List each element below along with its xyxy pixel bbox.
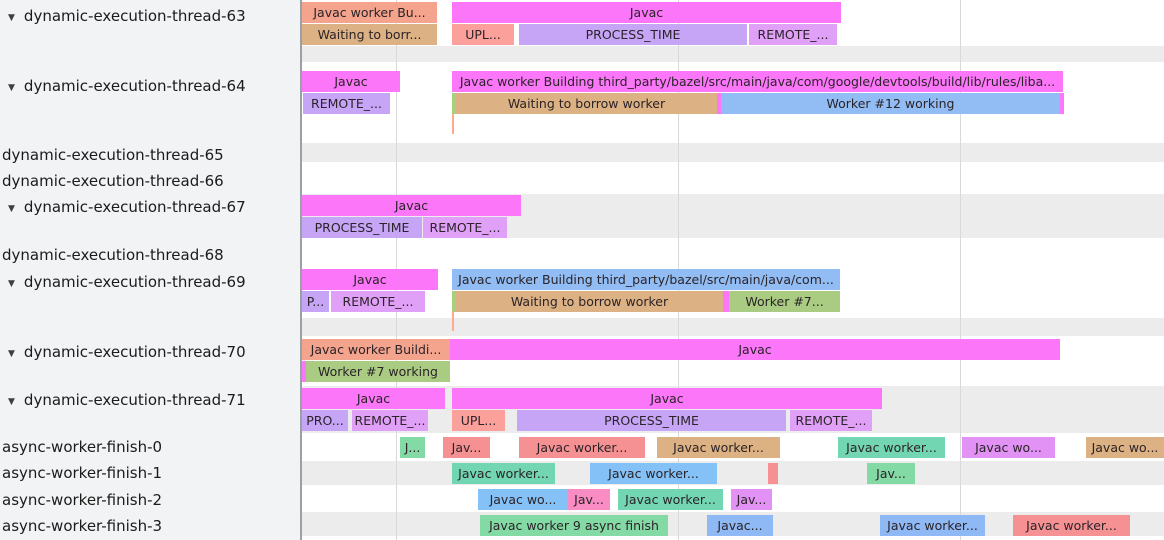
- trace-slice[interactable]: Javac worker Building third_party/bazel/…: [452, 71, 1063, 92]
- trace-slice[interactable]: Javac worker...: [452, 463, 555, 484]
- gridline: [960, 0, 961, 540]
- trace-slice[interactable]: P...: [302, 291, 329, 312]
- sidebar-track-dynamic-execution-thread-70[interactable]: ▼ dynamic-execution-thread-70: [8, 342, 246, 362]
- trace-slice[interactable]: REMOTE_...: [352, 410, 428, 431]
- trace-slice[interactable]: [302, 361, 306, 382]
- track-name-label: async-worker-finish-3: [2, 517, 163, 535]
- sidebar-track-dynamic-execution-thread-68[interactable]: dynamic-execution-thread-68: [2, 245, 224, 265]
- trace-slice[interactable]: Javac worker...: [1013, 515, 1130, 536]
- track-name-label: dynamic-execution-thread-65: [2, 146, 224, 164]
- trace-slice[interactable]: UPL...: [452, 24, 514, 45]
- trace-slice[interactable]: Javac: [302, 269, 438, 290]
- trace-slice[interactable]: Javac worker Building third_party/bazel/…: [452, 269, 840, 290]
- sidebar-track-dynamic-execution-thread-66[interactable]: dynamic-execution-thread-66: [2, 171, 224, 191]
- trace-slice[interactable]: Javac wo...: [1086, 437, 1164, 458]
- trace-slice[interactable]: [717, 93, 721, 114]
- flow-tick: [452, 114, 454, 134]
- trace-slice[interactable]: Javac worker...: [519, 437, 645, 458]
- trace-slice[interactable]: Worker #7...: [729, 291, 840, 312]
- trace-slice[interactable]: Javac worker 9 async finish: [480, 515, 668, 536]
- trace-slice[interactable]: Javac worker...: [657, 437, 780, 458]
- trace-slice[interactable]: Worker #12 working: [721, 93, 1060, 114]
- track-name-label: dynamic-execution-thread-63: [23, 7, 246, 25]
- track-name-label: dynamic-execution-thread-70: [23, 343, 246, 361]
- trace-slice[interactable]: Javac: [452, 2, 841, 23]
- trace-slice[interactable]: PROCESS_TIME: [517, 410, 786, 431]
- track-name-label: dynamic-execution-thread-66: [2, 172, 224, 190]
- trace-slice[interactable]: Javac worker Bu...: [302, 2, 437, 23]
- expand-triangle-icon[interactable]: ▼: [8, 348, 15, 359]
- trace-slice[interactable]: Javac wo...: [478, 489, 568, 510]
- sidebar-track-dynamic-execution-thread-69[interactable]: ▼ dynamic-execution-thread-69: [8, 272, 246, 292]
- trace-slice[interactable]: Waiting to borrow worker: [456, 291, 723, 312]
- sidebar-track-dynamic-execution-thread-64[interactable]: ▼ dynamic-execution-thread-64: [8, 76, 246, 96]
- sidebar-track-dynamic-execution-thread-71[interactable]: ▼ dynamic-execution-thread-71: [8, 390, 246, 410]
- trace-slice[interactable]: REMOTE_...: [331, 291, 425, 312]
- trace-slice[interactable]: REMOTE_...: [749, 24, 837, 45]
- trace-slice[interactable]: J...: [400, 437, 425, 458]
- trace-slice[interactable]: Javac: [302, 388, 445, 409]
- track-name-label: dynamic-execution-thread-67: [23, 198, 246, 216]
- trace-slice[interactable]: Jav...: [731, 489, 772, 510]
- flow-tick: [452, 311, 454, 331]
- trace-slice[interactable]: Javac...: [707, 515, 773, 536]
- track-name-label: dynamic-execution-thread-69: [23, 273, 246, 291]
- trace-slice[interactable]: Javac worker Buildi...: [302, 339, 450, 360]
- trace-slice[interactable]: Javac: [450, 339, 1060, 360]
- trace-slice[interactable]: Jav...: [867, 463, 915, 484]
- trace-slice[interactable]: [452, 93, 456, 114]
- trace-slice[interactable]: Javac worker...: [838, 437, 945, 458]
- sidebar-track-dynamic-execution-thread-63[interactable]: ▼ dynamic-execution-thread-63: [8, 6, 246, 26]
- trace-slice[interactable]: Javac: [302, 71, 400, 92]
- trace-slice[interactable]: PRO...: [302, 410, 348, 431]
- trace-slice[interactable]: [723, 291, 729, 312]
- trace-slice[interactable]: REMOTE_...: [303, 93, 390, 114]
- trace-slice[interactable]: Javac: [452, 388, 882, 409]
- sidebar-track-dynamic-execution-thread-67[interactable]: ▼ dynamic-execution-thread-67: [8, 197, 246, 217]
- sidebar-track-async-worker-finish-0[interactable]: async-worker-finish-0: [2, 437, 162, 457]
- trace-slice[interactable]: Javac: [302, 195, 521, 216]
- track-name-label: async-worker-finish-1: [2, 464, 163, 482]
- trace-slice[interactable]: [768, 463, 778, 484]
- expand-triangle-icon[interactable]: ▼: [8, 12, 15, 23]
- trace-slice[interactable]: Javac worker...: [590, 463, 717, 484]
- trace-slice[interactable]: Javac worker...: [880, 515, 985, 536]
- trace-slice[interactable]: REMOTE_...: [423, 217, 507, 238]
- expand-triangle-icon[interactable]: ▼: [8, 203, 15, 214]
- trace-slice[interactable]: Javac worker...: [618, 489, 723, 510]
- track-name-label: dynamic-execution-thread-68: [2, 246, 224, 264]
- sidebar-track-async-worker-finish-2[interactable]: async-worker-finish-2: [2, 490, 162, 510]
- trace-slice[interactable]: Waiting to borr...: [302, 24, 437, 45]
- trace-slice[interactable]: Jav...: [443, 437, 490, 458]
- sidebar-track-dynamic-execution-thread-65[interactable]: dynamic-execution-thread-65: [2, 145, 224, 165]
- track-name-label: async-worker-finish-0: [2, 438, 163, 456]
- trace-slice[interactable]: [452, 291, 456, 312]
- sidebar-track-async-worker-finish-3[interactable]: async-worker-finish-3: [2, 516, 162, 536]
- trace-slice[interactable]: Jav...: [568, 489, 610, 510]
- trace-slice[interactable]: UPL...: [452, 410, 505, 431]
- trace-slice[interactable]: Waiting to borrow worker: [456, 93, 717, 114]
- sidebar-track-async-worker-finish-1[interactable]: async-worker-finish-1: [2, 463, 162, 483]
- expand-triangle-icon[interactable]: ▼: [8, 396, 15, 407]
- expand-triangle-icon[interactable]: ▼: [8, 82, 15, 93]
- track-name-label: dynamic-execution-thread-71: [23, 391, 246, 409]
- track-name-label: async-worker-finish-2: [2, 491, 163, 509]
- trace-slice[interactable]: PROCESS_TIME: [302, 217, 422, 238]
- trace-slice[interactable]: Worker #7 working: [306, 361, 450, 382]
- track-name-panel: ▼ dynamic-execution-thread-63 ▼ dynamic-exe…: [0, 0, 302, 540]
- trace-slice[interactable]: PROCESS_TIME: [519, 24, 747, 45]
- trace-slice[interactable]: Javac wo...: [962, 437, 1055, 458]
- trace-slice[interactable]: REMOTE_...: [790, 410, 872, 431]
- trace-slice[interactable]: [1060, 93, 1064, 114]
- track-name-label: dynamic-execution-thread-64: [23, 77, 246, 95]
- expand-triangle-icon[interactable]: ▼: [8, 278, 15, 289]
